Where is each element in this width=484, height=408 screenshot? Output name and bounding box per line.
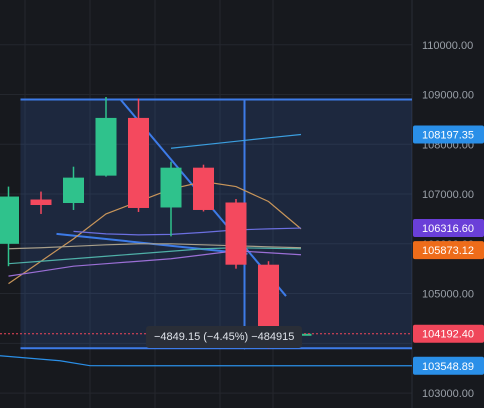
moving-average-line	[170, 133, 302, 149]
y-axis-tick-label: 110000.00	[422, 40, 473, 52]
moving-average-line	[8, 250, 302, 277]
candle-down[interactable]	[193, 167, 214, 210]
support-line	[0, 355, 413, 367]
y-axis-tick-label: 109000.00	[422, 90, 474, 102]
candle-up[interactable]	[160, 167, 182, 208]
measurement-range-box	[20, 99, 412, 349]
price-tag-label: 108197.35	[422, 129, 474, 141]
price-tag	[413, 241, 484, 260]
candle-down[interactable]	[30, 199, 52, 205]
moving-average-line	[73, 227, 302, 236]
moving-average-line	[8, 243, 302, 250]
y-axis-tick-label: 107000.00	[422, 189, 474, 201]
y-axis-tick-label: 103000.00	[422, 388, 474, 400]
candle-up[interactable]	[63, 177, 84, 204]
moving-average-line	[8, 180, 302, 285]
price-tag	[413, 356, 484, 375]
candle-up[interactable]	[95, 117, 117, 176]
moving-average-line	[8, 247, 302, 265]
candle-down[interactable]	[225, 202, 247, 265]
candle-down[interactable]	[128, 117, 149, 208]
measurement-label: −4849.15 (−4.45%) −484915	[146, 326, 303, 348]
price-tag-label: 105873.12	[422, 245, 474, 257]
price-tag	[413, 324, 484, 343]
price-tag	[413, 219, 484, 238]
candle-down[interactable]	[258, 264, 279, 334]
price-tag-label: 104192.40	[422, 329, 474, 341]
price-tag-label: 106316.60	[422, 223, 474, 235]
y-axis-tick-label: 105000.00	[422, 289, 474, 301]
price-tag-label: 103548.89	[422, 361, 474, 373]
candle-up[interactable]	[0, 196, 19, 244]
price-tag	[413, 125, 484, 144]
